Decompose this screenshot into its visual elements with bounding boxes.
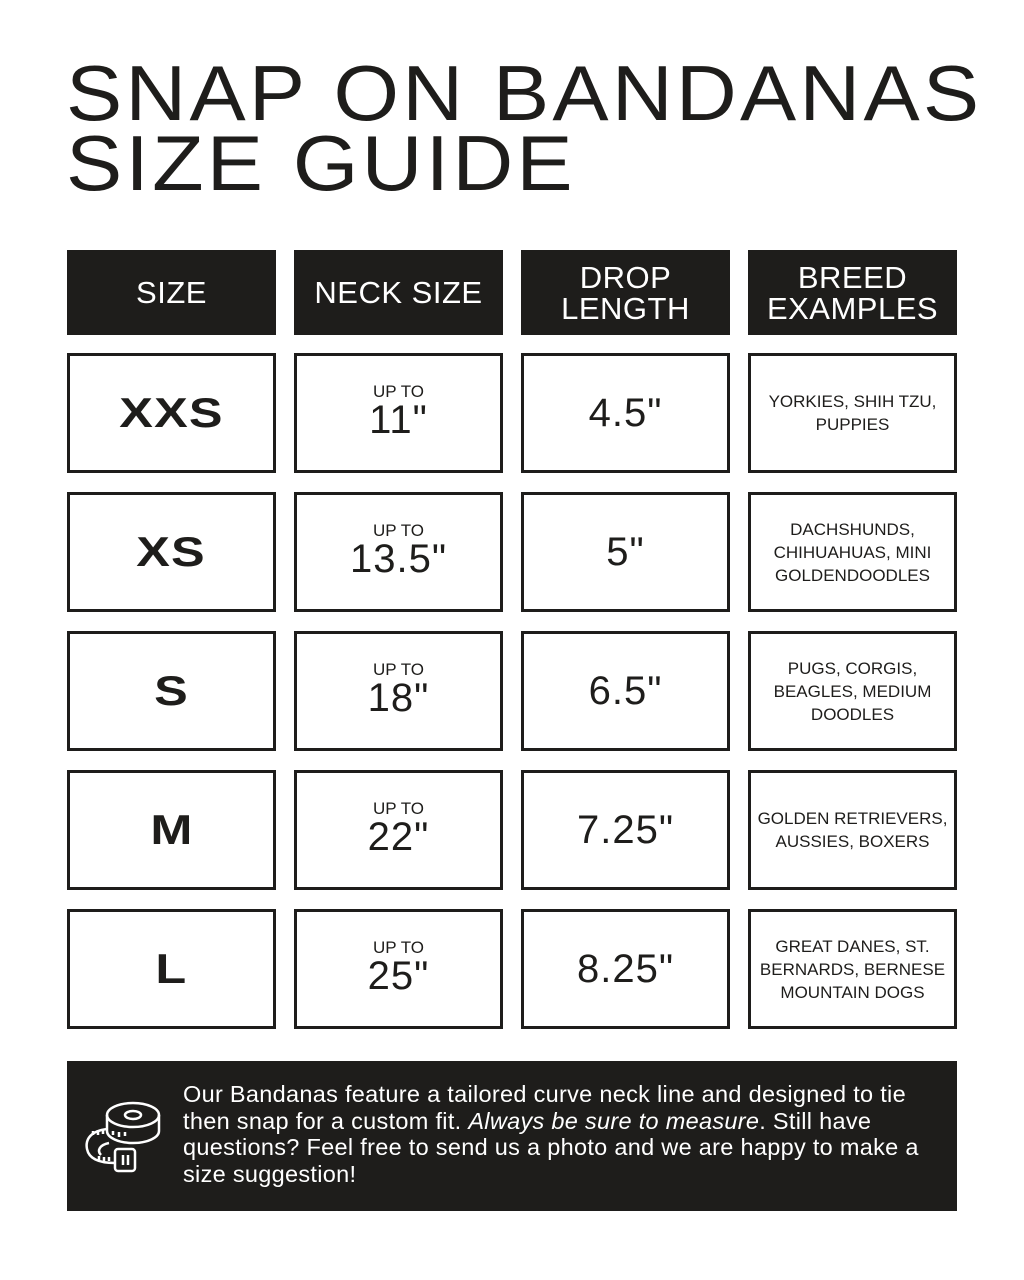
size-label: XS — [136, 528, 207, 575]
neck-size-cell: UP TO 22" — [294, 770, 503, 890]
title-line-1: SNAP ON BANDANAS — [66, 49, 983, 137]
footer-text-part: Our Bandanas feature a tailored curve ne… — [183, 1081, 906, 1134]
neck-size-cell: UP TO 18" — [294, 631, 503, 751]
breed-list: DACHSHUNDS, CHIHUAHUAS, MINI GOLDENDOODL… — [773, 519, 932, 585]
neck-prefix: UP TO — [372, 381, 425, 401]
neck-size-cell: UP TO 11" — [294, 353, 503, 473]
drop-value: 8.25" — [576, 946, 675, 991]
drop-length-cell: 5" — [521, 492, 730, 612]
footer-text-part: . Still have questions? Feel free to sen… — [183, 1107, 919, 1187]
page-title: SNAP ON BANDANAS SIZE GUIDE — [66, 49, 983, 207]
breed-examples-cell: PUGS, CORGIS, BEAGLES, MEDIUM DOODLES — [748, 631, 957, 751]
neck-size-cell: UP TO 25" — [294, 909, 503, 1029]
neck-prefix: UP TO — [372, 659, 425, 679]
drop-value: 7.25" — [576, 807, 675, 852]
footer-text-italic: Always be sure to measure — [468, 1107, 760, 1134]
size-cell: L — [67, 909, 276, 1029]
header-neck-size: NECK SIZE — [294, 250, 503, 335]
title-line-2: SIZE GUIDE — [66, 119, 576, 207]
drop-length-cell: 8.25" — [521, 909, 730, 1029]
neck-value: 13.5" — [349, 536, 448, 581]
drop-length-cell: 4.5" — [521, 353, 730, 473]
drop-length-cell: 7.25" — [521, 770, 730, 890]
size-cell: M — [67, 770, 276, 890]
breed-examples-cell: DACHSHUNDS, CHIHUAHUAS, MINI GOLDENDOODL… — [748, 492, 957, 612]
size-label: M — [149, 806, 194, 853]
breed-examples-cell: YORKIES, SHIH TZU, PUPPIES — [748, 353, 957, 473]
size-label: L — [155, 945, 188, 992]
breed-list: YORKIES, SHIH TZU, PUPPIES — [768, 392, 937, 434]
measuring-tape-icon — [85, 1101, 161, 1173]
breed-list: PUGS, CORGIS, BEAGLES, MEDIUM DOODLES — [773, 658, 932, 724]
breed-list: GOLDEN RETRIEVERS, AUSSIES, BOXERS — [757, 809, 948, 851]
breed-list: GREAT DANES, ST. BERNARDS, BERNESE MOUNT… — [759, 936, 946, 1002]
neck-prefix: UP TO — [372, 798, 425, 818]
header-size: SIZE — [67, 250, 276, 335]
size-cell: XXS — [67, 353, 276, 473]
neck-prefix: UP TO — [372, 520, 425, 540]
neck-prefix: UP TO — [372, 937, 425, 957]
neck-value: 25" — [367, 953, 430, 998]
drop-length-cell: 6.5" — [521, 631, 730, 751]
drop-value: 4.5" — [588, 390, 663, 435]
drop-value: 6.5" — [588, 668, 663, 713]
neck-size-cell: UP TO 13.5" — [294, 492, 503, 612]
neck-value: 11" — [369, 397, 428, 442]
neck-value: 22" — [367, 814, 430, 859]
size-label: S — [154, 667, 189, 714]
size-label: XXS — [119, 389, 224, 436]
header-drop-length: DROP LENGTH — [521, 250, 730, 335]
neck-value: 18" — [367, 675, 430, 720]
drop-value: 5" — [606, 529, 645, 574]
breed-examples-cell: GREAT DANES, ST. BERNARDS, BERNESE MOUNT… — [748, 909, 957, 1029]
footer-note: Our Bandanas feature a tailored curve ne… — [67, 1061, 957, 1211]
footer-text: Our Bandanas feature a tailored curve ne… — [183, 1081, 943, 1187]
size-cell: S — [67, 631, 276, 751]
header-breed-examples: BREED EXAMPLES — [748, 250, 957, 335]
size-cell: XS — [67, 492, 276, 612]
breed-examples-cell: GOLDEN RETRIEVERS, AUSSIES, BOXERS — [748, 770, 957, 890]
